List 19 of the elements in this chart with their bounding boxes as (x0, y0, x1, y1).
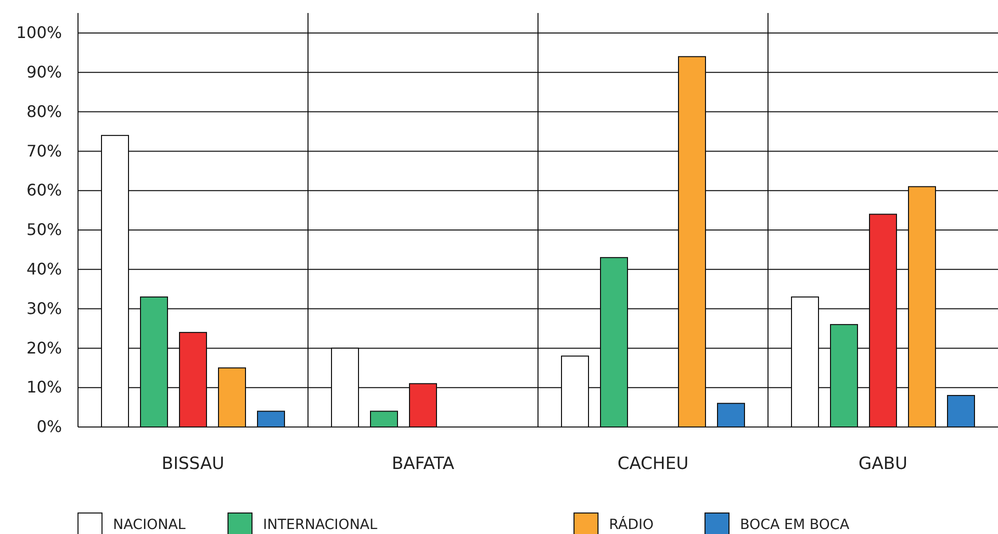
x-tick-label: BAFATA (392, 454, 455, 474)
x-tick-label: CACHEU (617, 454, 689, 474)
y-tick-label: 50% (26, 220, 62, 240)
y-tick-label: 70% (26, 141, 62, 160)
legend-label: BOCA EM BOCA (740, 517, 850, 533)
y-tick-label: 40% (26, 260, 62, 279)
y-tick-label: 30% (26, 298, 62, 318)
y-tick-label: 20% (26, 338, 62, 358)
y-tick-label: 60% (26, 180, 62, 200)
legend-label: NACIONAL (113, 517, 186, 533)
y-tick-label: 80% (26, 102, 62, 121)
y-tick-label: 90% (26, 62, 62, 82)
y-tick-label: 100% (16, 23, 62, 42)
x-tick-label: GABU (858, 454, 908, 474)
y-tick-label: 10% (26, 378, 62, 397)
y-tick-label: 0% (36, 417, 62, 436)
x-tick-label: BISSAU (162, 454, 224, 474)
legend-label: INTERNACIONAL (263, 517, 378, 533)
legend-label: RÁDIO (609, 516, 654, 533)
